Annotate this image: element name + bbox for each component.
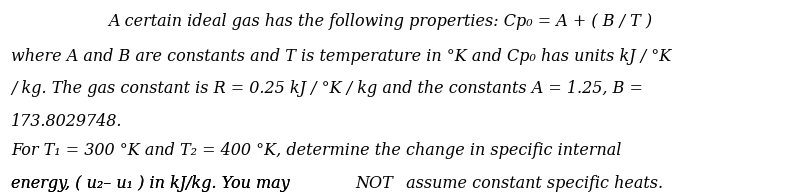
Text: NOT: NOT	[356, 175, 393, 192]
Text: / kg. The gas constant is R = 0.25 kJ / °K / kg and the constants A = 1.25, B =: / kg. The gas constant is R = 0.25 kJ / …	[11, 80, 643, 97]
Text: energy, ( u₂– u₁ ) in kJ/kg. You may: energy, ( u₂– u₁ ) in kJ/kg. You may	[11, 175, 295, 192]
Text: where A and B are constants and T is temperature in °K and Cp₀ has units kJ / °K: where A and B are constants and T is tem…	[11, 48, 671, 65]
Text: assume constant specific heats.: assume constant specific heats.	[401, 175, 663, 192]
Text: A certain ideal gas has the following properties: Cp₀ = A + ( B / T ): A certain ideal gas has the following pr…	[109, 14, 653, 30]
Text: 173.8029748.: 173.8029748.	[11, 113, 122, 130]
Text: energy, ( u₂– u₁ ) in kJ/kg. You may: energy, ( u₂– u₁ ) in kJ/kg. You may	[11, 175, 295, 192]
Text: For T₁ = 300 °K and T₂ = 400 °K, determine the change in specific internal: For T₁ = 300 °K and T₂ = 400 °K, determi…	[11, 142, 621, 159]
